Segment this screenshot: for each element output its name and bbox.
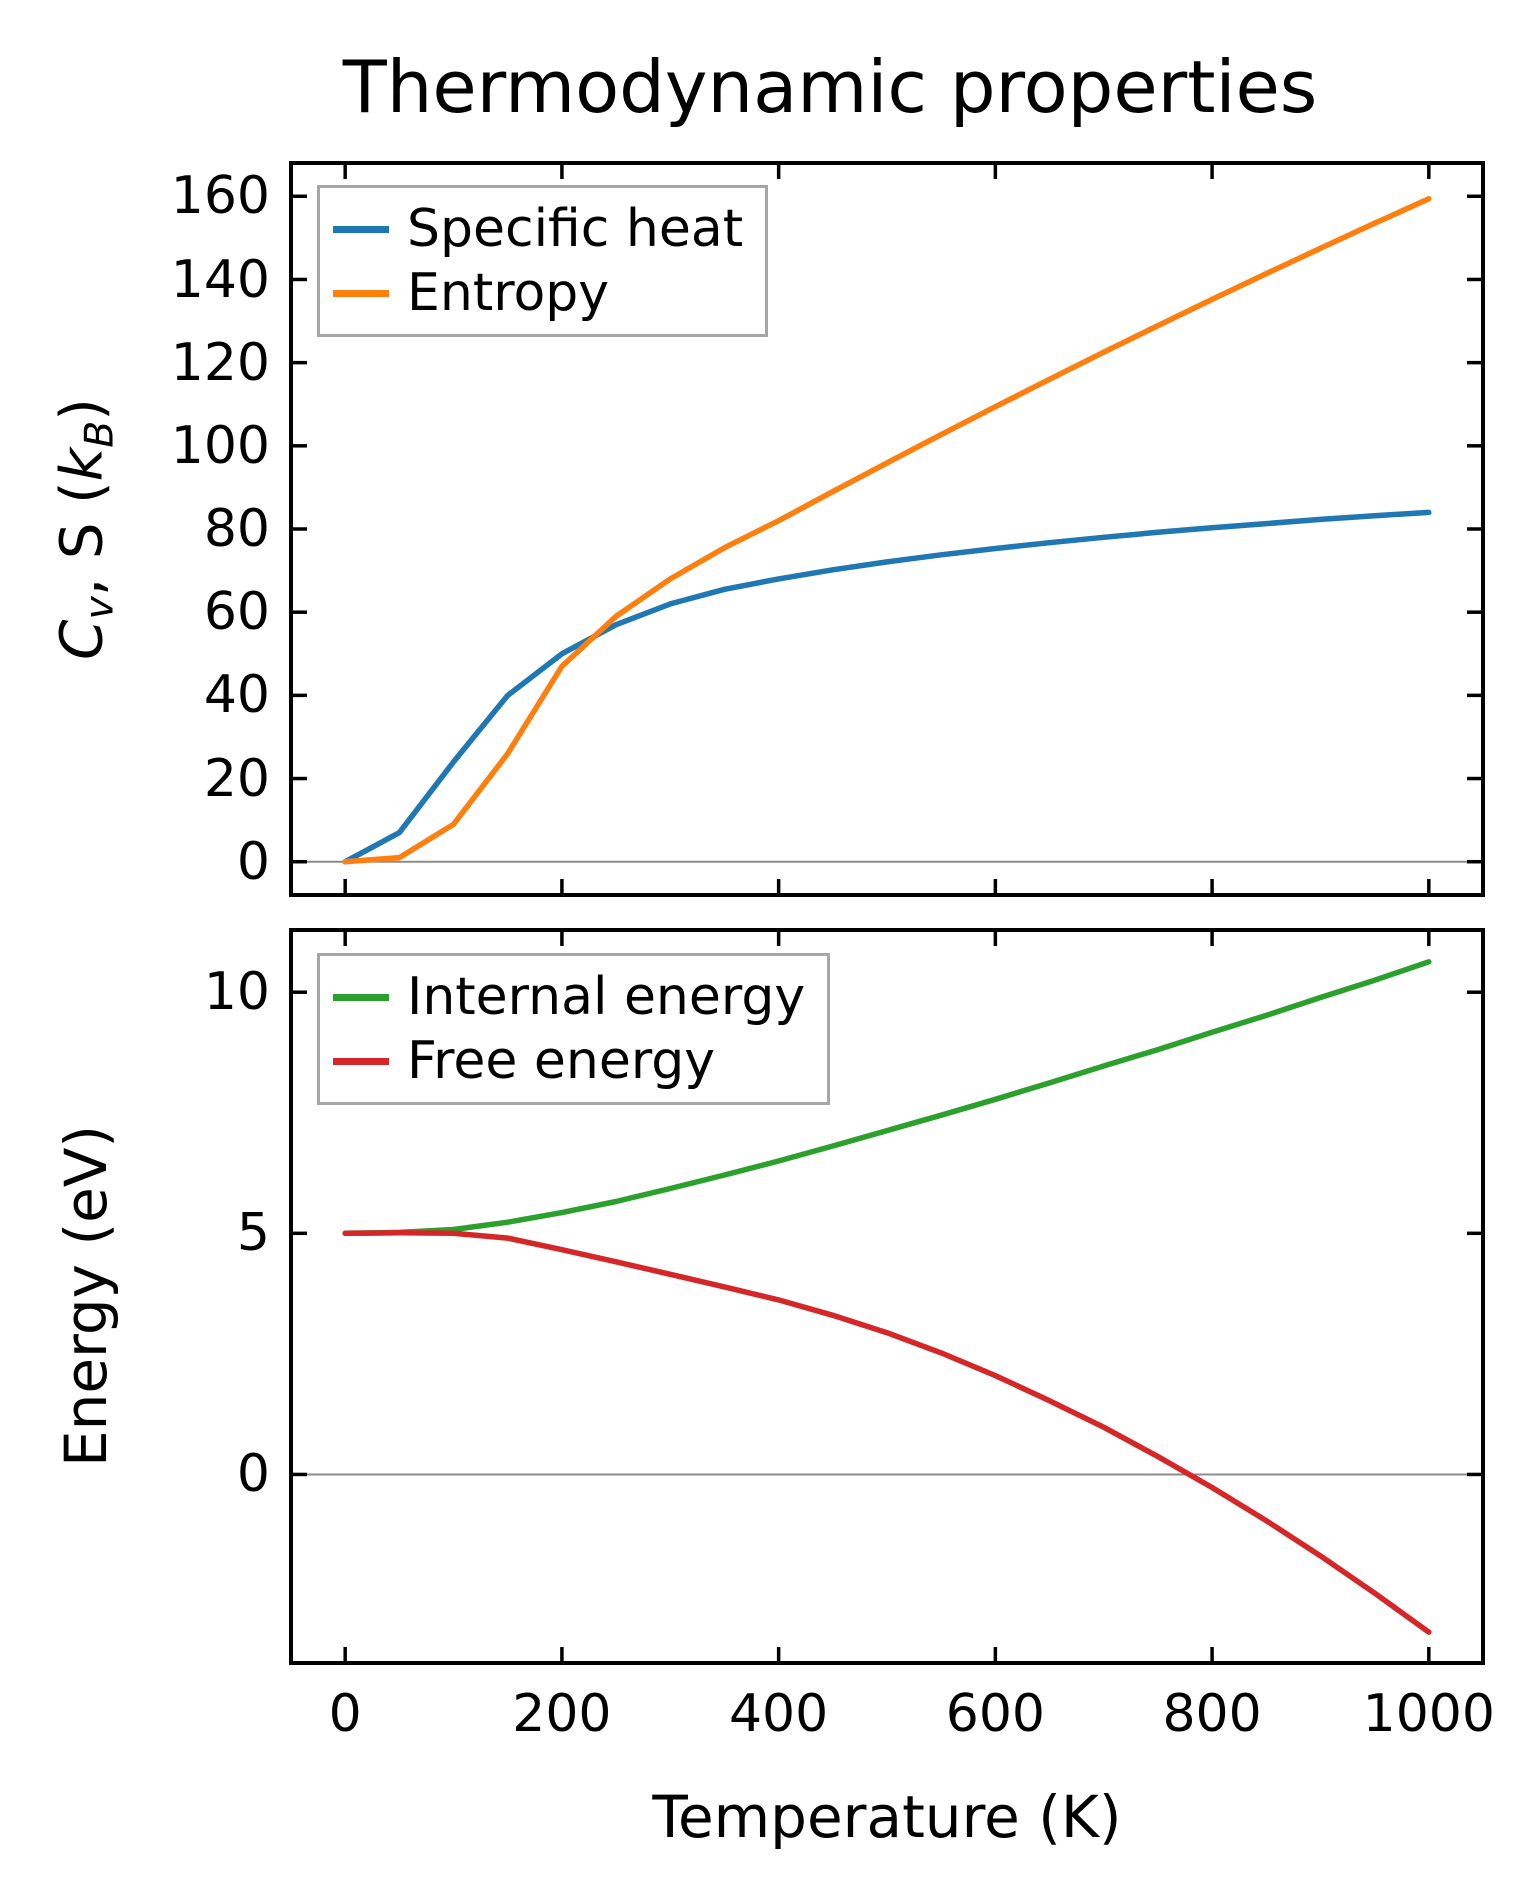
y-axis-label-segment: , S ( [47,481,116,597]
y-axis-label-bottom: Energy (eV) [52,1124,120,1468]
y-tick-label: 40 [203,665,270,726]
y-tick-label: 80 [203,499,270,559]
legend-item-free-energy: Free energy [333,1029,805,1093]
y-tick-label: 100 [170,415,270,476]
y-axis-label-segment: ) [47,398,116,421]
axes-spines [289,928,1485,1665]
y-tick-label: 60 [203,582,270,643]
y-axis-label-segment: B [76,420,123,448]
legend-label-internal-energy: Internal energy [407,967,806,1027]
x-tick-label: 0 [328,1684,362,1744]
legend-swatch-entropy-icon [333,289,389,297]
legend-item-internal-energy: Internal energy [333,965,805,1029]
legend-label-entropy: Entropy [407,263,610,323]
y-tick-label: 160 [170,166,270,227]
y-tick-label: 120 [170,332,270,393]
x-axis-label: Temperature (K) [652,1783,1122,1851]
axes-spines [289,161,1485,897]
y-axis-label-segment: k [47,447,116,482]
y-tick-label: 140 [170,249,270,310]
x-tick-label: 400 [728,1684,829,1744]
x-tick-label: 200 [512,1684,612,1744]
legend-label-free-energy: Free energy [407,1031,716,1091]
y-tick-label: 0 [236,831,270,892]
y-tick-label: 0 [236,1444,270,1505]
y-tick-label: 5 [236,1203,270,1264]
entropy-curve [342,196,1432,865]
legend-top: Specific heat Entropy [317,185,769,337]
y-tick-label: 20 [203,748,270,809]
x-tick-label: 600 [945,1684,1046,1744]
y-axis-label-segment: v [76,596,123,620]
internal-energy-curve [342,959,1432,1237]
y-axis-label-segment: C [47,619,116,660]
specific-heat-curve [342,509,1432,865]
legend-swatch-internal-energy-icon [333,993,389,1001]
legend-swatch-free-energy-icon [333,1057,389,1065]
legend-item-specific-heat: Specific heat [333,197,743,261]
x-tick-label: 800 [1162,1684,1262,1744]
legend-label-specific-heat: Specific heat [407,199,744,259]
legend-item-entropy: Entropy [333,261,743,325]
figure-title: Thermodynamic properties [342,45,1318,129]
legend-bottom: Internal energy Free energy [317,953,831,1105]
x-tick-label: 1000 [1362,1684,1495,1744]
free-energy-curve [342,1230,1432,1635]
y-axis-label-top: Cv, S (kB) [47,398,123,660]
y-tick-label: 10 [203,962,270,1023]
legend-swatch-specific-heat-icon [333,225,389,233]
